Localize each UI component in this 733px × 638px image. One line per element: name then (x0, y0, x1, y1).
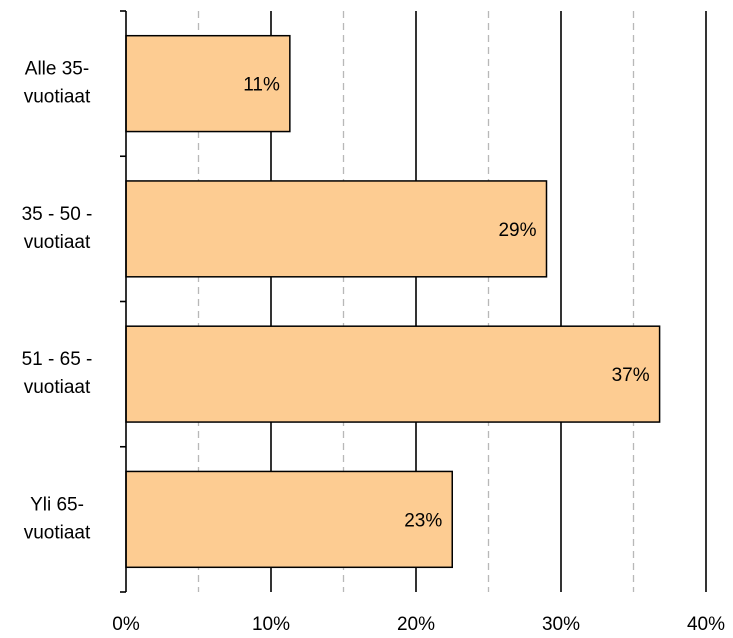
data-label-1: 29% (498, 220, 536, 241)
x-tick-label-1: 10% (252, 614, 290, 635)
category-label-1-line-0: 35 - 50 - (22, 204, 93, 225)
data-label-2: 37% (612, 365, 650, 386)
axes (120, 10, 127, 593)
category-label-2-line-1: vuotiaat (24, 377, 91, 398)
category-label-1: 35 - 50 - vuotiaat (22, 204, 93, 253)
bars (125, 34, 661, 569)
bar-1 (125, 180, 548, 278)
data-label-0: 11% (243, 75, 280, 96)
category-label-3-line-1: vuotiaat (24, 522, 91, 543)
x-tick-label-4: 40% (687, 614, 725, 635)
x-tick-label-2: 20% (397, 614, 435, 635)
category-label-0: Alle 35- vuotiaat (24, 59, 91, 108)
category-label-2: 51 - 65 - vuotiaat (22, 349, 93, 398)
category-label-3: Yli 65- vuotiaat (24, 494, 91, 543)
bar-3 (125, 470, 453, 569)
category-label-1-line-1: vuotiaat (24, 232, 91, 253)
data-label-3: 23% (404, 510, 442, 531)
category-label-0-line-0: Alle 35- (25, 59, 89, 80)
category-label-3-line-0: Yli 65- (30, 494, 84, 515)
category-label-0-line-1: vuotiaat (24, 87, 91, 108)
category-label-2-line-0: 51 - 65 - (22, 349, 93, 370)
bar-2 (125, 325, 661, 423)
x-tick-label-0: 0% (112, 614, 140, 635)
x-tick-label-3: 30% (542, 614, 580, 635)
